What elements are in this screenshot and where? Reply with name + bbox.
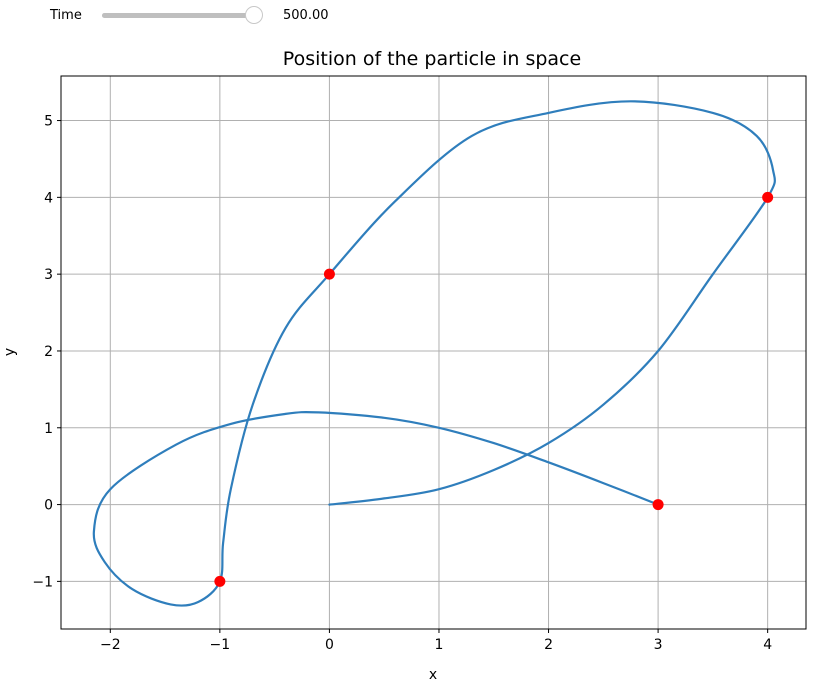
y-axis-label: y [2,348,18,356]
time-slider-label: Time [50,8,82,23]
markers-layer [214,191,774,587]
y-tick-label: 1 [44,421,53,437]
x-tick-label: 2 [544,637,553,653]
grid-lines [61,76,806,629]
position-marker [323,268,335,280]
y-axis-ticks: −1 0 1 2 3 4 5 [32,114,61,590]
series-layer [92,100,776,607]
x-tick-label: −1 [210,637,231,653]
x-axis-label: x [429,667,437,683]
x-axis-ticks: −2 −1 0 1 2 3 4 [100,629,772,653]
time-slider-value: 500.00 [283,8,329,23]
y-tick-label: −1 [32,574,53,590]
y-tick-label: 0 [44,498,53,514]
position-marker [652,499,664,511]
x-tick-label: −2 [100,637,121,653]
time-slider-fill [102,13,252,18]
y-tick-label: 2 [44,344,53,360]
x-tick-label: 3 [654,637,663,653]
position-marker [762,191,774,203]
time-slider-track[interactable] [102,6,263,24]
time-slider-handle[interactable] [245,6,263,24]
time-slider-widget: Time 500.00 [0,0,821,32]
chart-title: Position of the particle in space [283,48,581,70]
x-tick-label: 0 [325,637,334,653]
y-tick-label: 5 [44,114,53,130]
position-marker [214,575,226,587]
x-tick-label: 1 [435,637,444,653]
trajectory-line [92,100,776,607]
y-tick-label: 4 [44,190,53,206]
plot-frame [60,75,807,630]
x-tick-label: 4 [763,637,772,653]
y-tick-label: 3 [44,267,53,283]
